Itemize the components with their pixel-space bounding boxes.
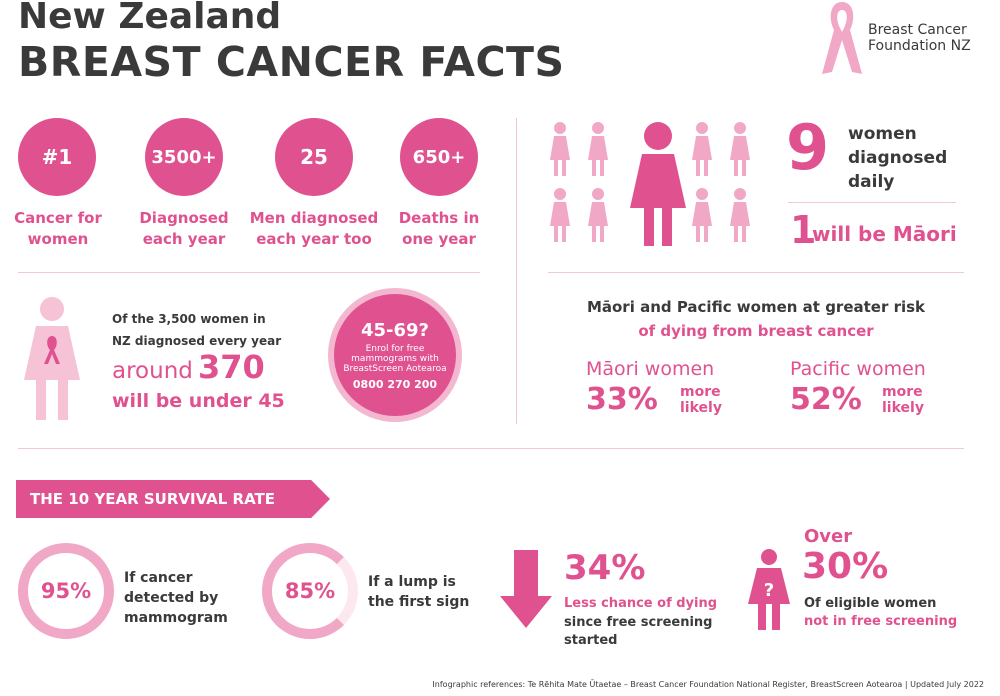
woman-ribbon-icon <box>24 297 80 420</box>
daily-number: 9 <box>786 111 830 184</box>
page-title-line1: New Zealand <box>18 0 282 37</box>
survival-ring-85: 85% <box>262 543 358 639</box>
ring-value: 95% <box>40 579 92 603</box>
women-figures-icon <box>550 122 750 246</box>
divider-vertical <box>516 118 517 424</box>
over-line1: Of eligible women <box>804 596 937 611</box>
survival-text-95: If cancer detected by mammogram <box>124 570 228 626</box>
stat-circle-1: #1 <box>18 118 96 196</box>
less-pct: 34% <box>564 548 646 588</box>
woman-question-icon: ? <box>748 549 790 630</box>
stat-value: 25 <box>300 145 328 169</box>
maori-women-label: Māori women <box>586 358 715 380</box>
over-pct: 30% <box>802 546 889 587</box>
maori-text: will be Māori <box>812 222 957 246</box>
page-title-line2: BREAST CANCER FACTS <box>18 38 565 86</box>
maori-more: more likely <box>680 384 722 416</box>
stat-label-4: Deaths in one year <box>398 209 480 248</box>
stat-value: 3500+ <box>151 146 217 168</box>
divider <box>548 272 964 273</box>
under45-around: around <box>112 358 193 384</box>
under45-text: Of the 3,500 women in NZ diagnosed every … <box>112 312 282 348</box>
svg-text:?: ? <box>764 580 774 601</box>
survival-banner-text: THE 10 YEAR SURVIVAL RATE <box>30 490 276 508</box>
footer-references: Infographic references: Te Rēhita Mate Ū… <box>432 680 984 689</box>
divider <box>788 202 956 203</box>
logo-text-line2: Foundation NZ <box>868 38 971 54</box>
badge-phone: 0800 270 200 <box>352 377 438 391</box>
survival-ring-95: 95% <box>18 543 114 639</box>
divider <box>18 448 964 449</box>
survival-text-85: If a lump is the first sign <box>368 574 470 610</box>
pacific-more: more likely <box>882 384 924 416</box>
daily-text: women diagnosed daily <box>848 124 948 192</box>
stat-circle-4: 650+ <box>400 118 478 196</box>
stat-circle-3: 25 <box>275 118 353 196</box>
survival-banner: THE 10 YEAR SURVIVAL RATE <box>16 480 330 518</box>
logo-text-line1: Breast Cancer <box>868 22 967 38</box>
stat-label-2: Diagnosed each year <box>139 209 229 248</box>
maori-pct: 33% <box>586 382 658 417</box>
under45-number: 370 <box>198 348 265 386</box>
ring-value: 85% <box>284 579 336 603</box>
badge-line: Enrol for free <box>365 343 425 354</box>
brand-logo: Breast Cancer Foundation NZ <box>818 0 988 80</box>
divider <box>18 272 480 273</box>
over-label: Over <box>804 526 853 547</box>
less-line1: Less chance of dying <box>564 596 718 611</box>
badge-age: 45-69? <box>360 319 429 341</box>
badge-line: mammograms with <box>351 353 439 364</box>
down-arrow-icon <box>500 550 552 628</box>
stat-circle-2: 3500+ <box>145 118 223 196</box>
risk-heading1: Māori and Pacific women at greater risk <box>586 298 926 316</box>
over-line2: not in free screening <box>804 614 958 629</box>
stat-value: 650+ <box>412 146 466 168</box>
pink-ribbon-icon <box>822 2 862 74</box>
less-line2: since free screening started <box>564 615 713 648</box>
pacific-women-label: Pacific women <box>790 358 926 380</box>
risk-heading2: of dying from breast cancer <box>638 322 874 340</box>
under45-line3: will be under 45 <box>112 390 285 412</box>
stat-value: #1 <box>41 145 73 169</box>
stat-label-3: Men diagnosed each year too <box>249 209 379 248</box>
pacific-pct: 52% <box>790 382 862 417</box>
screening-badge: 45-69? Enrol for free mammograms with Br… <box>334 294 456 416</box>
maori-number: 1 <box>790 208 817 252</box>
stat-label-1: Cancer for women <box>14 209 102 248</box>
badge-line: BreastScreen Aotearoa <box>343 363 447 374</box>
